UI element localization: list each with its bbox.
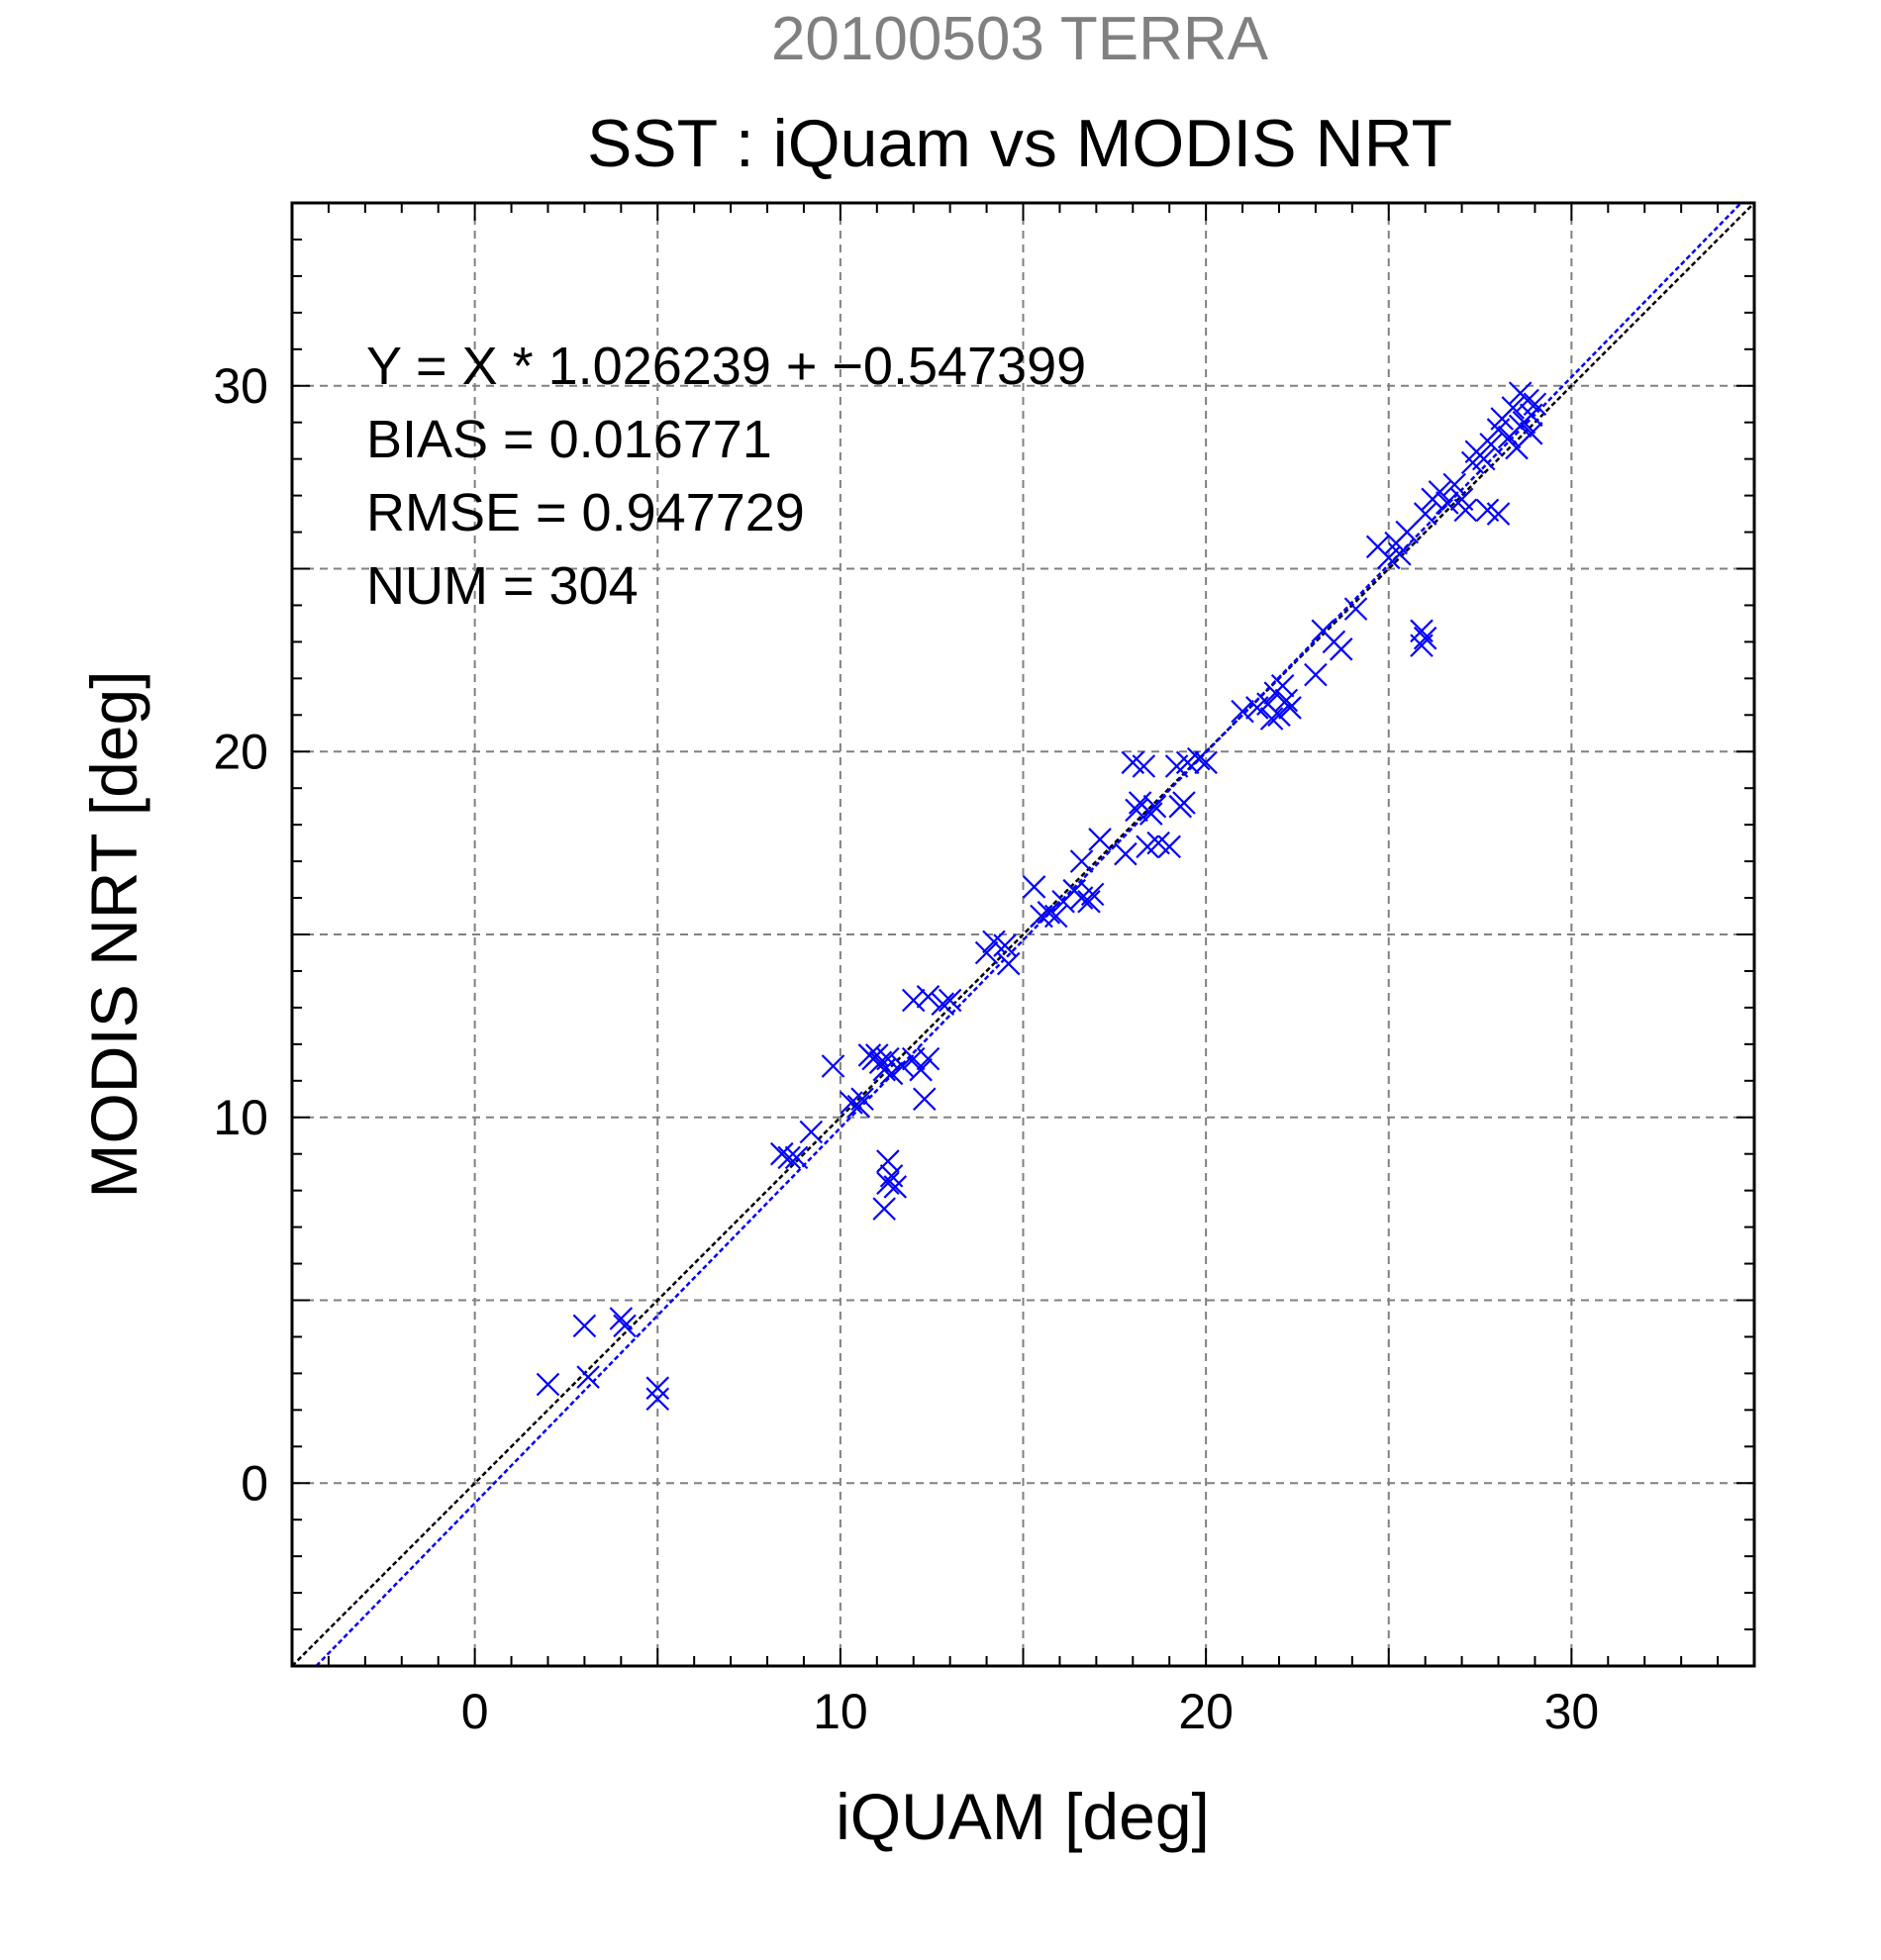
data-point — [996, 951, 1021, 976]
data-point — [1508, 414, 1533, 439]
data-point — [1413, 502, 1437, 526]
plot-frame — [290, 201, 1756, 1668]
data-point — [931, 992, 955, 1016]
data-point — [784, 1145, 809, 1170]
data-point — [770, 1141, 794, 1166]
y-axis-label: MODIS NRT [deg] — [77, 670, 150, 1198]
x-tick-label: 0 — [461, 1684, 489, 1739]
data-point — [876, 1046, 900, 1071]
data-point — [872, 1197, 896, 1221]
data-point — [1138, 802, 1163, 826]
x-tick-label: 10 — [813, 1684, 868, 1739]
reference-lines — [291, 202, 1755, 1667]
data-point — [1278, 696, 1302, 720]
data-point — [916, 985, 940, 1009]
data-point — [613, 1314, 637, 1338]
stats-line: RMSE = 0.947729 — [366, 483, 805, 542]
data-point — [799, 1120, 824, 1144]
y-tick-label: 10 — [213, 1090, 268, 1145]
data-point — [1186, 746, 1211, 771]
data-point — [1519, 422, 1543, 445]
data-point — [1388, 541, 1412, 566]
data-point — [890, 1054, 915, 1078]
y-tick-label: 30 — [213, 358, 268, 414]
data-point — [1157, 834, 1181, 859]
data-point — [909, 1057, 933, 1082]
stats-line: BIAS = 0.016771 — [366, 410, 772, 469]
data-point — [1231, 699, 1254, 724]
data-point — [536, 1372, 560, 1397]
data-point — [576, 1365, 600, 1389]
data-point — [1410, 634, 1434, 657]
data-point — [1471, 446, 1496, 471]
data-point — [913, 1087, 937, 1112]
data-point — [938, 988, 962, 1013]
stats-line: Y = X * 1.026239 + −0.547399 — [366, 337, 1086, 396]
data-point — [1125, 798, 1148, 823]
data-point — [572, 1314, 597, 1338]
data-point — [876, 1149, 900, 1173]
data-point — [846, 1094, 871, 1119]
data-point — [1501, 396, 1526, 420]
data-point — [1142, 794, 1167, 819]
data-point — [1304, 662, 1328, 687]
data-point — [1486, 502, 1511, 526]
data-point — [645, 1376, 670, 1400]
data-point — [1274, 688, 1299, 713]
data-point — [1343, 597, 1368, 621]
data-point — [883, 1175, 908, 1199]
data-points — [536, 381, 1547, 1412]
data-point — [1172, 791, 1196, 815]
data-point — [1194, 750, 1218, 775]
tick-labels: 0 10 20 30 0 10 20 30 — [213, 358, 1599, 1739]
one-to-one-line — [291, 202, 1755, 1667]
chart-title: 20100503 TERRA — [771, 5, 1269, 73]
data-point — [916, 1046, 940, 1071]
stats-line: NUM = 304 — [366, 556, 639, 616]
data-point — [1395, 520, 1419, 544]
x-tick-label: 30 — [1544, 1684, 1600, 1739]
x-tick-label: 20 — [1178, 1684, 1234, 1739]
data-point — [1479, 433, 1503, 456]
data-point — [1077, 889, 1101, 914]
data-point — [777, 1145, 801, 1170]
data-point — [1259, 707, 1284, 731]
data-point — [1442, 472, 1466, 497]
data-point — [645, 1387, 670, 1412]
data-point — [1523, 392, 1547, 417]
data-point — [1037, 901, 1061, 925]
y-tick-label: 20 — [213, 724, 268, 779]
data-point — [1069, 849, 1094, 873]
data-point — [1043, 904, 1068, 929]
data-point — [876, 1171, 900, 1196]
stats-annotation: Y = X * 1.026239 + −0.547399 BIAS = 0.016… — [366, 337, 1086, 616]
data-point — [821, 1054, 845, 1078]
data-point — [993, 933, 1017, 957]
chart-subtitle: SST : iQuam vs MODIS NRT — [587, 106, 1452, 181]
data-point — [1080, 882, 1105, 907]
data-point — [1267, 703, 1291, 728]
data-point — [1329, 637, 1353, 661]
data-point — [1088, 828, 1112, 851]
data-point — [1413, 626, 1437, 650]
data-point — [974, 940, 999, 965]
data-point — [1114, 841, 1138, 866]
data-point — [1436, 491, 1459, 515]
x-axis-label: iQUAM [deg] — [836, 1780, 1210, 1853]
data-point — [1132, 754, 1156, 778]
data-point — [1022, 875, 1046, 899]
data-point — [901, 988, 926, 1013]
data-point — [1428, 480, 1452, 504]
data-point — [879, 1061, 904, 1086]
data-point — [1270, 673, 1295, 698]
data-point — [850, 1087, 874, 1112]
data-point — [1516, 388, 1539, 413]
data-point — [1453, 498, 1478, 523]
data-point — [609, 1307, 634, 1330]
y-tick-label: 0 — [241, 1455, 268, 1511]
